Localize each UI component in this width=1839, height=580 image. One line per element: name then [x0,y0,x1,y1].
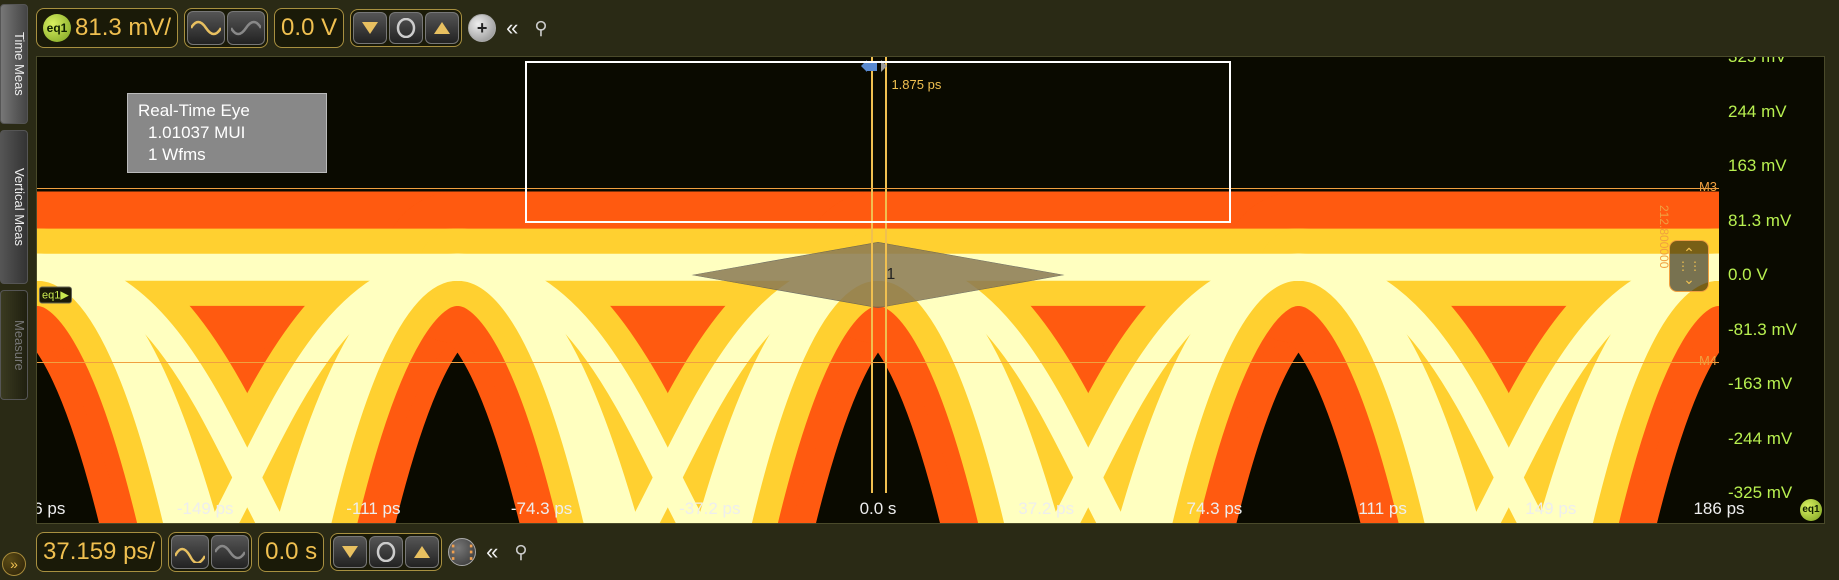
trig-level-button[interactable] [389,12,423,44]
trig-down-button-b[interactable] [333,536,367,568]
tab-time-meas[interactable]: Time Meas [0,4,28,124]
x-tick-label: 149 ps [1525,499,1576,519]
pan-widget[interactable]: ⌃ ⋮⋮ ⌄ [1669,240,1709,292]
offset-value[interactable]: 0.0 V [281,14,337,42]
tab-measure[interactable]: Measure [0,290,28,400]
vertical-scale-group: eq1 81.3 mV/ [36,8,178,48]
trig-level-button-b[interactable] [369,536,403,568]
ground-ref-marker[interactable]: eq1▶ [39,286,72,303]
m4-label: M4 [1699,353,1717,368]
y-tick-label: 163 mV [1728,156,1787,176]
horizontal-scale-value[interactable]: 37.159 ps/ [43,538,155,566]
x-tick-label: -149 ps [177,499,234,519]
trig-up-button-b[interactable] [405,536,439,568]
delay-value[interactable]: 0.0 s [265,538,317,566]
y-tick-label: 325 mV [1728,56,1787,67]
info-line2: 1.01037 MUI [138,122,316,144]
pan-down-icon: ⌄ [1683,273,1695,285]
x-tick-label: 37.2 ps [1018,499,1074,519]
y-tick-label: 244 mV [1728,102,1787,122]
pin-button-bottom[interactable]: ⚲ [508,542,533,563]
trig-down-button[interactable] [353,12,387,44]
x-tick-label: 74.3 ps [1187,499,1243,519]
tab-vertical-meas[interactable]: Vertical Meas [0,130,28,284]
zone-button[interactable]: ⋮⋮ [448,538,476,566]
x-tick-label: 186 ps [1693,499,1744,519]
y-tick-label: -163 mV [1728,374,1792,394]
time-cursor-delta-label: 1.875 ps [891,77,941,493]
horizontal-scale-group: 37.159 ps/ [36,532,162,572]
y-axis: 325 mV 244 mV 163 mV 81.3 mV 0.0 V -81.3 mV -1… [1724,57,1824,493]
acquisition-group [168,532,252,572]
ac-coupling-button[interactable] [187,11,225,45]
voltage-marker-m3[interactable] [37,188,1719,189]
offset-group: 0.0 V [274,8,344,48]
y-tick-label: 81.3 mV [1728,211,1791,231]
pan-up-icon: ⌃ [1683,247,1695,259]
eye-diagram-plot[interactable]: 1.875 ps M3 M4 212.800000 1 Real-Time Ey… [36,56,1825,524]
x-tick-label: -186 ps [36,499,65,519]
acq-mode-a-button[interactable] [171,535,209,569]
trigger-group [350,9,462,47]
delay-group: 0.0 s [258,532,324,572]
eq-badge[interactable]: eq1 [43,14,71,42]
top-toolbar: eq1 81.3 mV/ 0.0 V + « ⚲ [36,4,554,52]
acq-mode-b-button[interactable] [211,535,249,569]
dc-coupling-button[interactable] [227,11,265,45]
add-button[interactable]: + [468,14,496,42]
x-tick-label: -74.3 ps [511,499,572,519]
trig-up-button[interactable] [425,12,459,44]
collapse-left-button-b[interactable]: « [482,539,502,565]
eye-info-box: Real-Time Eye 1.01037 MUI 1 Wfms [127,93,327,173]
m3-label: M3 [1699,179,1717,194]
marker-m1-label [861,58,895,77]
x-tick-label: -111 ps [346,499,400,519]
y-tick-label: 0.0 V [1728,265,1768,285]
x-axis: -186 ps -149 ps -111 ps -74.3 ps -37.2 ps 0.0… [37,495,1719,523]
y-tick-label: -244 mV [1728,429,1792,449]
eq-badge-corner[interactable]: eq1 [1800,499,1822,521]
time-cursor-a[interactable] [871,57,873,493]
mask-region-label: 1 [886,266,895,284]
pin-button-top[interactable]: ⚲ [528,18,553,39]
expand-button[interactable]: » [2,552,26,576]
y-tick-label: -81.3 mV [1728,320,1797,340]
voltage-marker-m4[interactable] [37,362,1719,363]
x-tick-label: 0.0 s [860,499,897,519]
x-tick-label: 111 ps [1358,499,1407,519]
vertical-scale-value[interactable]: 81.3 mV/ [75,14,171,42]
plot-canvas[interactable]: 1.875 ps M3 M4 212.800000 1 Real-Time Ey… [37,57,1719,493]
coupling-group [184,8,268,48]
trigger-group-bottom [330,533,442,571]
bottom-toolbar: 37.159 ps/ 0.0 s ⋮⋮ « ⚲ [36,528,534,576]
x-tick-label: -37.2 ps [679,499,740,519]
collapse-left-button[interactable]: « [502,15,522,41]
info-line3: 1 Wfms [138,144,316,166]
info-line1: Real-Time Eye [138,100,316,122]
